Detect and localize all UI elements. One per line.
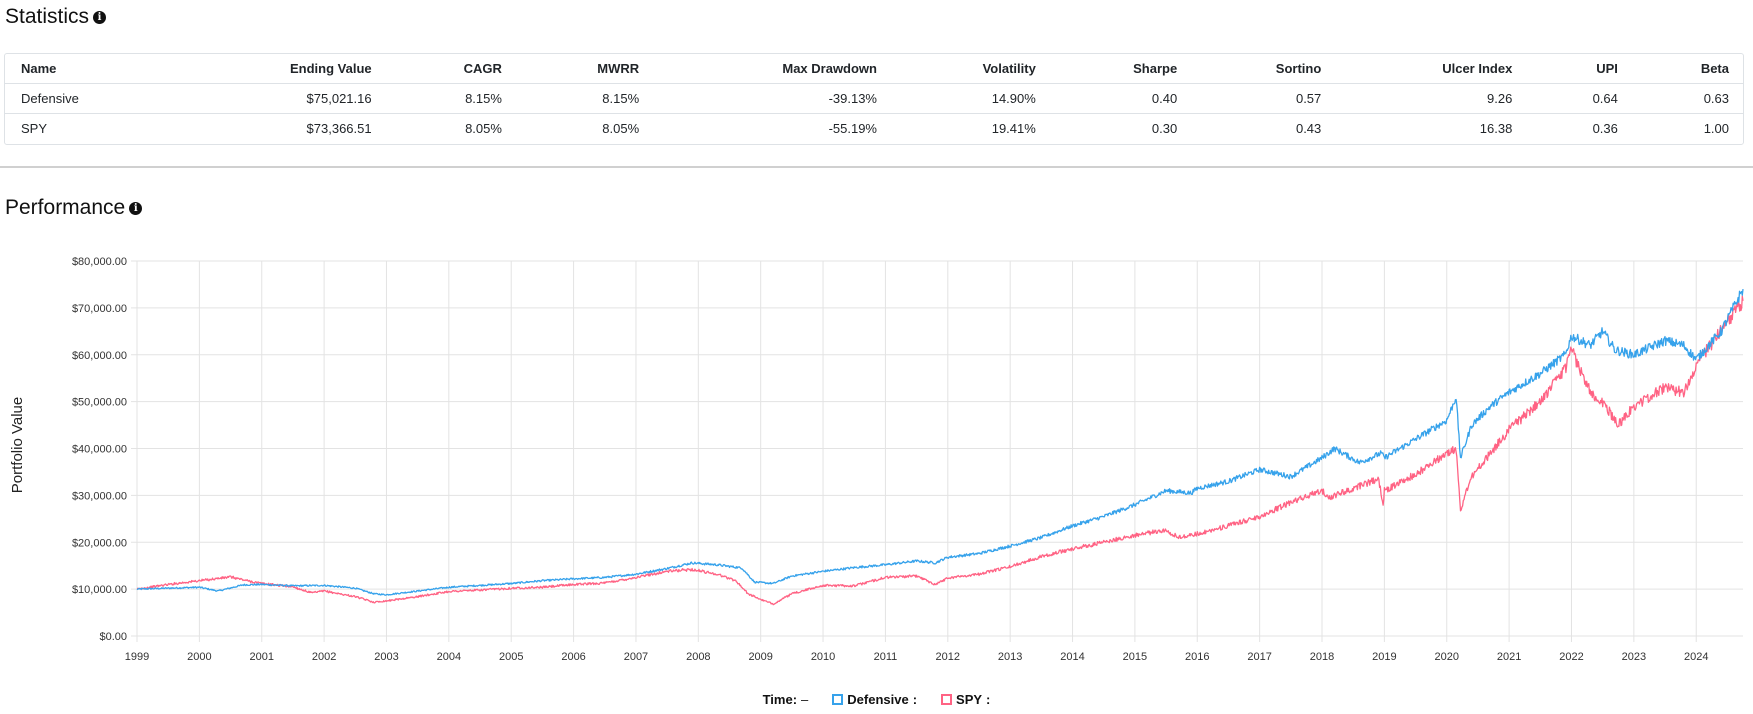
- cell-cagr: 8.15%: [385, 83, 516, 114]
- legend-swatch-spy: [941, 694, 953, 705]
- cell-name: Defensive: [5, 83, 173, 114]
- series-line-defensive: [136, 289, 1744, 596]
- cell-volatility: 19.41%: [991, 121, 1036, 136]
- table-row: SPY $73,366.51 8.05% 8.05% -55.19% 19.41…: [5, 114, 1743, 144]
- stats-header-row: Name Ending Value CAGR MWRR Max Drawdown…: [5, 54, 1743, 84]
- y-tick-label: $30,000.00: [72, 490, 127, 502]
- y-tick-label: $70,000.00: [72, 303, 127, 315]
- legend-time: Time: –: [762, 692, 809, 707]
- cell-sortino: 0.57: [1191, 83, 1336, 114]
- info-circle-icon[interactable]: i: [129, 201, 143, 215]
- x-tick-label: 2016: [1185, 651, 1209, 663]
- y-tick-label: $50,000.00: [72, 397, 127, 409]
- col-header-volatility: Volatility: [890, 54, 1050, 84]
- col-header-beta: Beta: [1631, 54, 1743, 84]
- y-tick-label: $40,000.00: [72, 444, 127, 456]
- col-header-ulcer-index: Ulcer Index: [1335, 54, 1527, 84]
- performance-line-chart[interactable]: $0.00 $10,000.00 $20,000.00 $30,000.00 $40,0…: [0, 238, 1753, 688]
- x-tick-label: 1999: [125, 651, 149, 663]
- col-header-max-drawdown: Max Drawdown: [653, 54, 891, 84]
- cell-max-drawdown: -39.13%: [653, 83, 891, 114]
- x-tick-label: 2008: [686, 651, 710, 663]
- x-tick-label: 2007: [624, 651, 648, 663]
- col-header-mwrr: MWRR: [515, 54, 654, 84]
- x-tick-label: 2019: [1372, 651, 1396, 663]
- series-line-spy: [136, 295, 1744, 606]
- x-tick-label: 2022: [1559, 651, 1583, 663]
- x-tick-label: 2011: [874, 651, 898, 663]
- table-row: Defensive $75,021.16 8.15% 8.15% -39.13%…: [5, 83, 1743, 114]
- legend-item-defensive[interactable]: Defensive:: [832, 692, 917, 707]
- x-tick-label: 2003: [374, 651, 398, 663]
- section-divider: [0, 166, 1753, 168]
- col-header-name: Name: [5, 54, 173, 84]
- col-header-ending-value: Ending Value: [172, 54, 386, 84]
- col-header-sharpe: Sharpe: [1049, 54, 1192, 84]
- y-axis-label: Portfolio Value: [9, 397, 26, 493]
- cell-mwrr: 8.15%: [515, 83, 654, 114]
- y-tick-label: $80,000.00: [72, 256, 127, 268]
- cell-upi: 0.36: [1592, 121, 1618, 136]
- y-tick-label: $20,000.00: [72, 537, 127, 549]
- chart-legend: Time: – Defensive: SPY:: [0, 692, 1753, 707]
- y-tick-label: $0.00: [99, 631, 127, 643]
- chart-grid: [131, 260, 1743, 642]
- cell-ending-value: $73,366.51: [306, 121, 372, 136]
- x-tick-label: 2005: [499, 651, 523, 663]
- x-tick-label: 2017: [1247, 651, 1271, 663]
- info-circle-icon[interactable]: i: [93, 10, 107, 24]
- statistics-table: Name Ending Value CAGR MWRR Max Drawdown…: [4, 53, 1744, 145]
- cell-upi: 0.64: [1526, 83, 1632, 114]
- x-tick-label: 2002: [312, 651, 336, 663]
- x-tick-label: 2018: [1310, 651, 1334, 663]
- x-tick-label: 2009: [748, 651, 772, 663]
- x-tick-label: 2013: [998, 651, 1022, 663]
- x-tick-label: 2006: [561, 651, 585, 663]
- y-tick-label: $60,000.00: [72, 350, 127, 362]
- chart-series-lines: [136, 289, 1744, 606]
- cell-max-drawdown: -55.19%: [828, 121, 877, 136]
- x-tick-label: 2004: [437, 651, 461, 663]
- cell-ending-value: $75,021.16: [172, 83, 386, 114]
- col-header-sortino: Sortino: [1191, 54, 1336, 84]
- x-tick-label: 2000: [187, 651, 211, 663]
- cell-ulcer-index: 9.26: [1335, 83, 1527, 114]
- x-tick-label: 2021: [1497, 651, 1521, 663]
- cell-beta: 0.63: [1631, 83, 1743, 114]
- cell-volatility: 14.90%: [890, 83, 1050, 114]
- x-tick-label: 2023: [1622, 651, 1646, 663]
- cell-sharpe: 0.30: [1151, 121, 1178, 136]
- cell-cagr: 8.05%: [465, 121, 502, 136]
- x-tick-label: 2020: [1435, 651, 1459, 663]
- col-header-cagr: CAGR: [385, 54, 516, 84]
- x-tick-label: 2012: [936, 651, 960, 663]
- x-tick-label: 2001: [249, 651, 273, 663]
- cell-ulcer-index: 16.38: [1479, 121, 1513, 136]
- cell-sharpe: 0.40: [1049, 83, 1192, 114]
- col-header-upi: UPI: [1526, 54, 1632, 84]
- legend-item-spy[interactable]: SPY:: [941, 692, 990, 707]
- performance-title: Performance i: [5, 196, 143, 220]
- x-axis-ticks: 1999 2000 2001 2002 2003 2004 2005 2006 2007 2008…: [125, 651, 1709, 663]
- x-tick-label: 2015: [1123, 651, 1147, 663]
- y-tick-label: $10,000.00: [72, 584, 127, 596]
- x-tick-label: 2024: [1684, 651, 1708, 663]
- cell-sortino: 0.43: [1295, 121, 1322, 136]
- cell-beta: 1.00: [1703, 121, 1729, 136]
- cell-name: SPY: [21, 121, 48, 136]
- x-tick-label: 2010: [811, 651, 835, 663]
- legend-swatch-defensive: [832, 694, 844, 705]
- x-tick-label: 2014: [1060, 651, 1084, 663]
- y-axis-ticks: $0.00 $10,000.00 $20,000.00 $30,000.00 $40,0…: [72, 256, 127, 643]
- statistics-title: Statistics i: [5, 5, 107, 29]
- cell-mwrr: 8.05%: [602, 121, 640, 136]
